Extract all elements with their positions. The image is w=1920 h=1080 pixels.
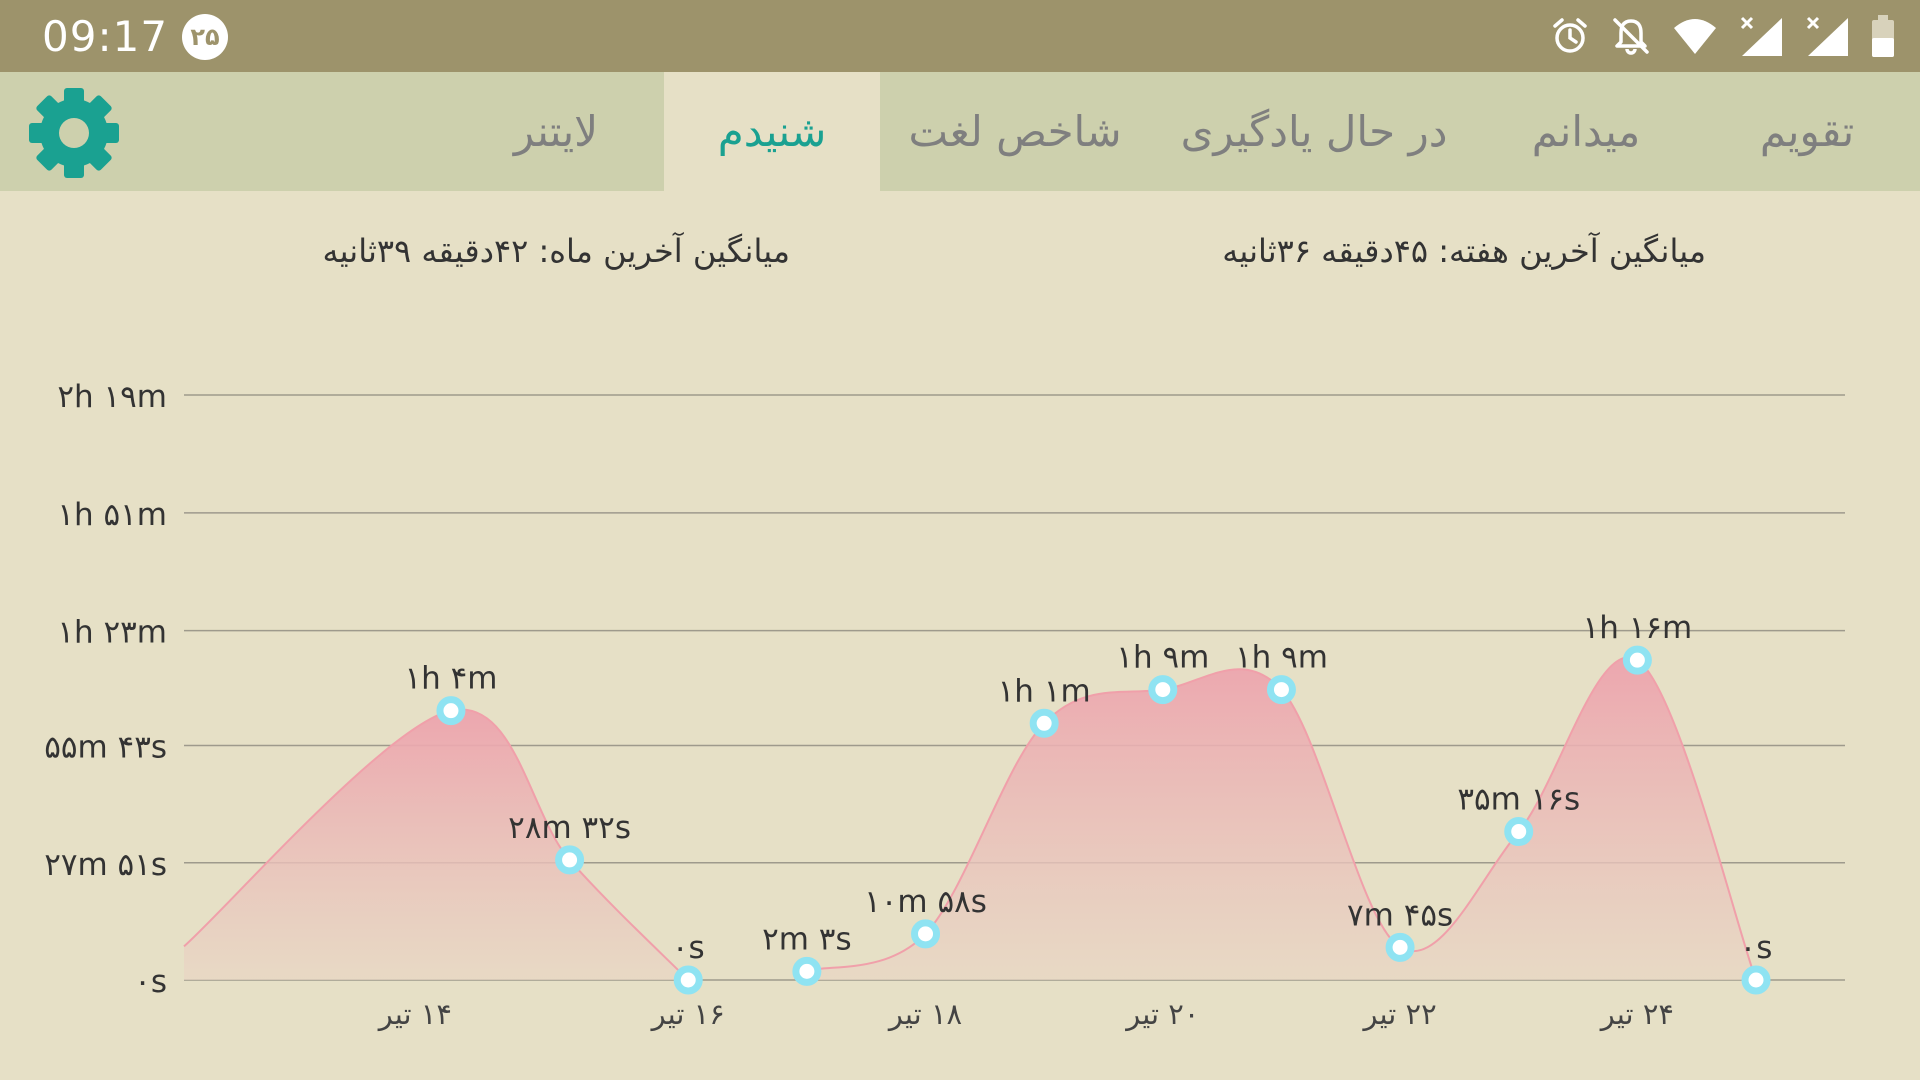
tab-bar: تقویم میدانم در حال یادگیری شاخص لغت شنی… bbox=[0, 72, 1920, 191]
data-label: ۷m ۴۵s bbox=[1347, 897, 1453, 933]
x-tick-label: ۱۴ تیر bbox=[377, 997, 452, 1031]
data-label: ۱۰m ۵۸s bbox=[864, 884, 987, 920]
battery-icon bbox=[1872, 15, 1894, 57]
y-tick-label: ۲۷m ۵۱s bbox=[44, 847, 167, 883]
data-label: ۲m ۳s bbox=[762, 921, 852, 957]
data-label: ۲۸m ۳۲s bbox=[508, 810, 631, 846]
data-point bbox=[555, 845, 585, 875]
series-area bbox=[795, 657, 1757, 980]
notifications-off-icon bbox=[1613, 18, 1649, 55]
tab-label: تقویم bbox=[1759, 107, 1855, 156]
data-label: ۱h ۹m bbox=[1235, 640, 1328, 676]
data-point bbox=[1385, 932, 1415, 962]
data-label: ۰s bbox=[1740, 930, 1773, 966]
tab-label: در حال یادگیری bbox=[1180, 107, 1448, 156]
x-tick-label: ۱۸ تیر bbox=[887, 997, 962, 1031]
wifi-icon bbox=[1674, 19, 1716, 54]
data-label: ۱h ۴m bbox=[404, 661, 497, 697]
month-average: میانگین آخرین ماه: ۴۲دقیقه ۳۹ثانیه bbox=[322, 232, 790, 270]
data-point bbox=[1266, 675, 1296, 705]
y-tick-label: ۱h ۵۱m bbox=[57, 497, 167, 533]
signal-icon bbox=[1806, 16, 1848, 56]
series-area bbox=[184, 709, 689, 980]
data-label: ۱h ۹m bbox=[1116, 640, 1209, 676]
data-label: ۳۵m ۱۶s bbox=[1457, 782, 1580, 818]
status-time: 09:17 bbox=[42, 12, 169, 61]
x-tick-label: ۲۲ تیر bbox=[1361, 997, 1436, 1031]
tab-word-index[interactable]: شاخص لغت bbox=[880, 72, 1150, 191]
data-point bbox=[1029, 708, 1059, 738]
data-point bbox=[436, 696, 466, 726]
tab-label: شاخص لغت bbox=[908, 107, 1122, 156]
tab-label: میدانم bbox=[1531, 107, 1641, 156]
notification-badge: ۲۵ bbox=[182, 14, 228, 60]
data-label: ۰s bbox=[672, 930, 705, 966]
data-label: ۱h ۱m bbox=[998, 673, 1091, 709]
alarm-icon bbox=[1553, 18, 1587, 53]
listening-time-chart: ۰s ۲۷m ۵۱s ۵۵m ۴۳s ۱h ۲۳m ۱h ۵۱m ۲h ۱۹m ۱۴ تیر… bbox=[44, 379, 1845, 1031]
data-label: ۱h ۱۶m bbox=[1583, 610, 1693, 646]
status-bar: 09:17 ۲۵ bbox=[0, 0, 1920, 72]
y-tick-label: ۱h ۲۳m bbox=[57, 615, 167, 651]
tab-leitner[interactable]: لایتنر bbox=[448, 72, 664, 191]
x-tick-label: ۲۴ تیر bbox=[1599, 997, 1674, 1031]
data-point bbox=[1148, 675, 1178, 705]
gear-icon[interactable] bbox=[26, 85, 122, 181]
tab-calendar[interactable]: تقویم bbox=[1694, 72, 1920, 191]
data-point bbox=[792, 956, 822, 986]
data-point bbox=[911, 919, 941, 949]
tab-learning[interactable]: در حال یادگیری bbox=[1150, 72, 1478, 191]
data-point bbox=[1741, 965, 1771, 995]
week-average: میانگین آخرین هفته: ۴۵دقیقه ۳۶ثانیه bbox=[1222, 232, 1706, 270]
data-point bbox=[673, 965, 703, 995]
tab-label: شنیدم bbox=[717, 107, 827, 156]
x-tick-label: ۱۶ تیر bbox=[650, 997, 725, 1031]
y-tick-label: ۲h ۱۹m bbox=[57, 379, 167, 415]
status-icons bbox=[1550, 10, 1896, 62]
tab-known[interactable]: میدانم bbox=[1478, 72, 1694, 191]
tab-label: لایتنر bbox=[513, 107, 599, 156]
x-tick-label: ۲۰ تیر bbox=[1124, 997, 1199, 1031]
signal-icon bbox=[1740, 16, 1782, 56]
data-point bbox=[1504, 817, 1534, 847]
data-point bbox=[1622, 645, 1652, 675]
series-line bbox=[183, 708, 689, 981]
y-tick-label: ۰s bbox=[134, 964, 167, 1000]
y-tick-label: ۵۵m ۴۳s bbox=[44, 730, 167, 766]
tab-heard[interactable]: شنیدم bbox=[664, 72, 880, 191]
